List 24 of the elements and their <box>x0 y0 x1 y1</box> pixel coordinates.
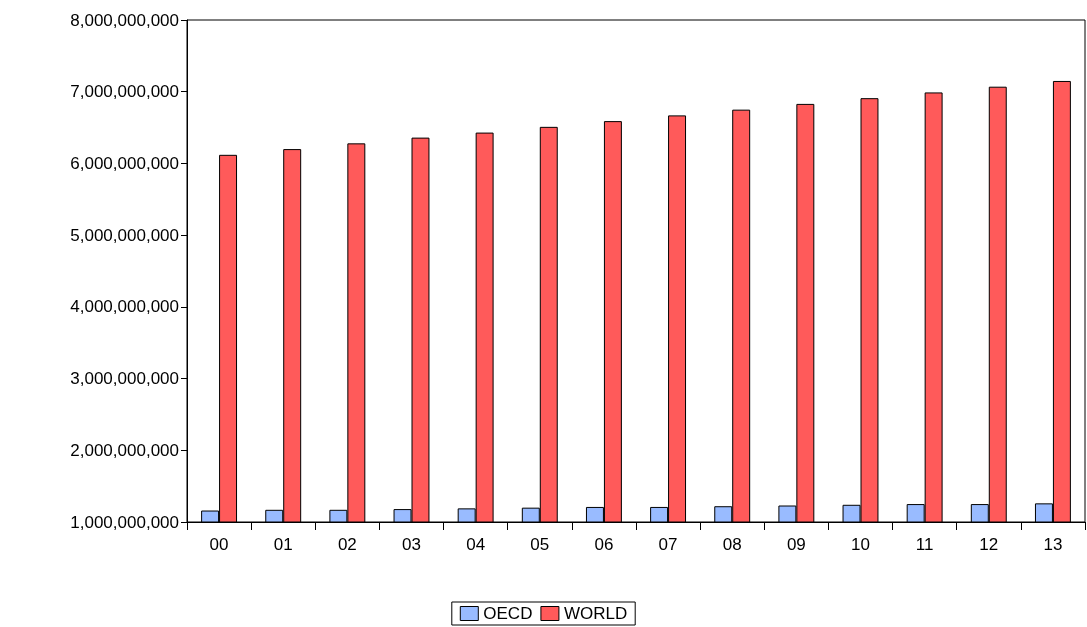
x-tick-label: 11 <box>915 535 934 554</box>
y-tick-label: 7,000,000,000 <box>70 82 179 102</box>
y-tick-label: 8,000,000,000 <box>70 10 179 30</box>
y-tick-label: 4,000,000,000 <box>70 297 179 317</box>
x-tick-label: 02 <box>337 535 357 554</box>
x-tick-label: 12 <box>979 535 999 554</box>
y-tick-label: 3,000,000,000 <box>70 369 179 389</box>
x-tick-label: 00 <box>209 535 229 554</box>
y-tick-label: 2,000,000,000 <box>70 440 179 460</box>
legend-label: WORLD <box>563 604 628 623</box>
x-tick-label: 13 <box>1043 535 1063 554</box>
y-tick-label: 5,000,000,000 <box>70 225 179 245</box>
x-tick-label: 04 <box>466 535 486 554</box>
x-tick-label: 10 <box>851 535 870 554</box>
legend-label: OECD <box>483 604 533 623</box>
x-tick-label: 03 <box>402 535 421 554</box>
x-tick-label: 05 <box>530 535 550 554</box>
x-tick-label: 01 <box>273 535 293 554</box>
y-tick-label: 6,000,000,000 <box>70 153 179 173</box>
x-tick-label: 08 <box>722 535 742 554</box>
x-tick-label: 07 <box>658 535 678 554</box>
x-tick-label: 09 <box>786 535 806 554</box>
y-tick-label: 1,000,000,000 <box>70 512 179 532</box>
x-tick-label: 06 <box>594 535 614 554</box>
